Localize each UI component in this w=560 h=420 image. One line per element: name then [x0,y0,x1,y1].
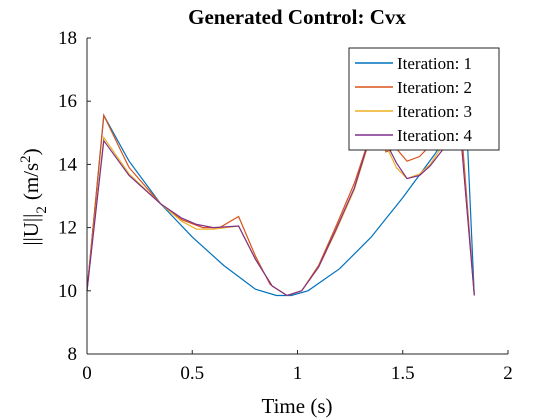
y-label-superscript: 2 [18,155,34,163]
x-tick-label: 2 [503,363,513,384]
y-tick-label: 18 [58,28,77,49]
y-label-close: ) [19,148,43,155]
y-label-subscript: 2 [34,206,50,214]
y-label-unit: (m/s [19,163,43,200]
legend-label-1: Iteration: 1 [397,54,472,73]
y-tick-label: 14 [58,154,78,175]
x-axis-label: Time (s) [262,394,333,418]
y-tick-label: 16 [58,91,77,112]
x-tick-label: 0 [82,363,92,384]
y-axis-label: ||U||2(m/s2) [18,148,50,245]
y-tick-label: 12 [58,218,77,239]
x-tick-label: 1 [293,363,303,384]
chart-title: Generated Control: Cvx [188,5,406,29]
x-tick-label: 1.5 [391,363,415,384]
y-tick-label: 8 [68,344,78,365]
y-label-main: ||U|| [19,214,43,246]
axes: 0 0.5 1 1.5 2 8 10 12 14 16 18 [58,28,513,384]
x-tick-label: 0.5 [180,363,204,384]
y-tick-label: 10 [58,281,77,302]
legend-label-3: Iteration: 3 [397,102,472,121]
legend-label-2: Iteration: 2 [397,78,472,97]
legend: Iteration: 1 Iteration: 2 Iteration: 3 Iter… [348,47,500,151]
legend-box [348,47,500,151]
legend-label-4: Iteration: 4 [397,126,473,145]
series-line-4 [86,120,475,297]
